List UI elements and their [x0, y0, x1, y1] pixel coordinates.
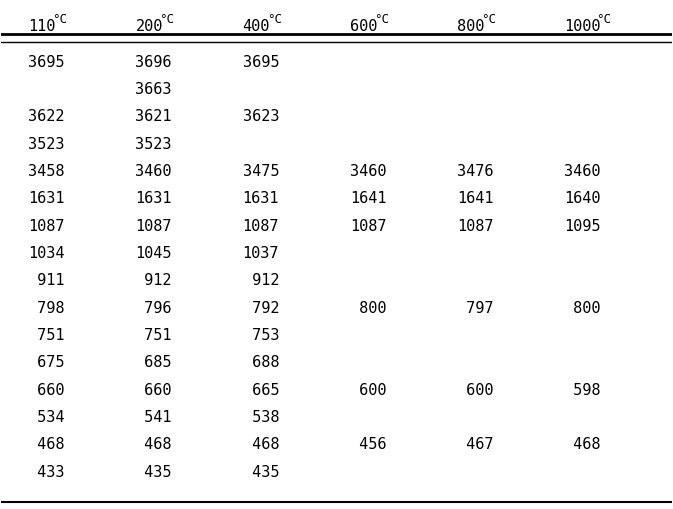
Text: 3476: 3476 — [457, 164, 493, 179]
Text: 911: 911 — [28, 273, 65, 288]
Text: 468: 468 — [28, 437, 65, 452]
Text: 1034: 1034 — [28, 246, 65, 261]
Text: 400: 400 — [243, 19, 270, 34]
Text: 685: 685 — [135, 355, 172, 370]
Text: 1087: 1087 — [28, 218, 65, 234]
Text: 1037: 1037 — [243, 246, 279, 261]
Text: °C: °C — [596, 13, 612, 26]
Text: 675: 675 — [28, 355, 65, 370]
Text: 3460: 3460 — [350, 164, 386, 179]
Text: 468: 468 — [565, 437, 601, 452]
Text: 1000: 1000 — [565, 19, 601, 34]
Text: 3523: 3523 — [28, 136, 65, 152]
Text: 3663: 3663 — [135, 82, 172, 97]
Text: 3523: 3523 — [135, 136, 172, 152]
Text: °C: °C — [267, 13, 282, 26]
Text: 3460: 3460 — [565, 164, 601, 179]
Text: 1087: 1087 — [457, 218, 493, 234]
Text: 541: 541 — [135, 410, 172, 425]
Text: 598: 598 — [565, 383, 601, 398]
Text: 1631: 1631 — [135, 191, 172, 206]
Text: 3623: 3623 — [243, 109, 279, 124]
Text: 1087: 1087 — [135, 218, 172, 234]
Text: 660: 660 — [135, 383, 172, 398]
Text: 600: 600 — [457, 383, 493, 398]
Text: 912: 912 — [135, 273, 172, 288]
Text: 435: 435 — [135, 465, 172, 479]
Text: 534: 534 — [28, 410, 65, 425]
Text: 800: 800 — [565, 301, 601, 316]
Text: 468: 468 — [243, 437, 279, 452]
Text: 3460: 3460 — [135, 164, 172, 179]
Text: 433: 433 — [28, 465, 65, 479]
Text: 600: 600 — [350, 19, 378, 34]
Text: 1641: 1641 — [350, 191, 386, 206]
Text: 751: 751 — [135, 328, 172, 343]
Text: 3695: 3695 — [28, 54, 65, 70]
Text: 1095: 1095 — [565, 218, 601, 234]
Text: 3696: 3696 — [135, 54, 172, 70]
Text: 665: 665 — [243, 383, 279, 398]
Text: 435: 435 — [243, 465, 279, 479]
Text: °C: °C — [481, 13, 496, 26]
Text: 3475: 3475 — [243, 164, 279, 179]
Text: 200: 200 — [135, 19, 163, 34]
Text: 800: 800 — [350, 301, 386, 316]
Text: 1641: 1641 — [457, 191, 493, 206]
Text: 3621: 3621 — [135, 109, 172, 124]
Text: 110: 110 — [28, 19, 56, 34]
Text: 600: 600 — [350, 383, 386, 398]
Text: 660: 660 — [28, 383, 65, 398]
Text: 468: 468 — [135, 437, 172, 452]
Text: 1087: 1087 — [350, 218, 386, 234]
Text: 1087: 1087 — [243, 218, 279, 234]
Text: 912: 912 — [243, 273, 279, 288]
Text: 3695: 3695 — [243, 54, 279, 70]
Text: 796: 796 — [135, 301, 172, 316]
Text: 3458: 3458 — [28, 164, 65, 179]
Text: 1045: 1045 — [135, 246, 172, 261]
Text: 798: 798 — [28, 301, 65, 316]
Text: 800: 800 — [457, 19, 485, 34]
Text: 538: 538 — [243, 410, 279, 425]
Text: 797: 797 — [457, 301, 493, 316]
Text: 467: 467 — [457, 437, 493, 452]
Text: 3622: 3622 — [28, 109, 65, 124]
Text: °C: °C — [160, 13, 174, 26]
Text: 456: 456 — [350, 437, 386, 452]
Text: °C: °C — [52, 13, 67, 26]
Text: 1640: 1640 — [565, 191, 601, 206]
Text: 792: 792 — [243, 301, 279, 316]
Text: 753: 753 — [243, 328, 279, 343]
Text: 1631: 1631 — [28, 191, 65, 206]
Text: °C: °C — [374, 13, 389, 26]
Text: 1631: 1631 — [243, 191, 279, 206]
Text: 751: 751 — [28, 328, 65, 343]
Text: 688: 688 — [243, 355, 279, 370]
